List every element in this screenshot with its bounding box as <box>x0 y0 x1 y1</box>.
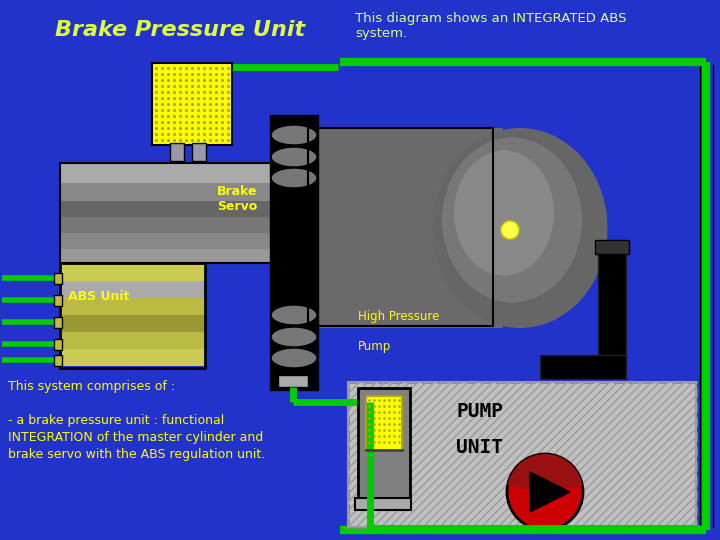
Wedge shape <box>508 454 582 492</box>
Ellipse shape <box>433 128 608 328</box>
Bar <box>54 273 62 284</box>
Bar <box>170 143 184 161</box>
Ellipse shape <box>454 151 554 275</box>
Text: UNIT: UNIT <box>456 438 503 457</box>
Bar <box>60 163 280 263</box>
Text: This system comprises of :

- a brake pressure unit : functional
INTEGRATION of : This system comprises of : - a brake pre… <box>8 380 265 461</box>
Text: ABS Unit: ABS Unit <box>68 290 130 303</box>
Bar <box>60 183 280 201</box>
Text: Brake
Servo: Brake Servo <box>217 185 258 213</box>
Polygon shape <box>530 472 570 512</box>
Bar <box>540 355 626 379</box>
Ellipse shape <box>271 125 317 145</box>
Bar <box>308 128 503 328</box>
Bar <box>60 263 205 281</box>
Circle shape <box>507 454 583 530</box>
Text: This diagram shows an INTEGRATED ABS
system.: This diagram shows an INTEGRATED ABS sys… <box>355 12 626 40</box>
Ellipse shape <box>271 305 317 325</box>
Ellipse shape <box>271 168 317 188</box>
Bar <box>60 201 280 217</box>
Ellipse shape <box>271 327 317 347</box>
Bar <box>598 248 626 368</box>
Bar <box>60 281 205 298</box>
Bar <box>355 498 411 510</box>
Bar <box>192 143 206 161</box>
Bar <box>60 349 205 366</box>
Ellipse shape <box>442 138 582 302</box>
Text: High Pressure

Pump: High Pressure Pump <box>358 310 439 353</box>
Bar <box>54 355 62 366</box>
Bar <box>54 339 62 350</box>
Bar <box>152 63 232 145</box>
Ellipse shape <box>271 147 317 167</box>
Bar <box>60 332 205 349</box>
Text: PUMP: PUMP <box>456 402 503 421</box>
Bar <box>60 163 280 183</box>
Bar <box>60 233 280 249</box>
Bar <box>270 115 318 390</box>
Bar <box>366 396 402 451</box>
Ellipse shape <box>271 348 317 368</box>
Bar <box>308 128 493 326</box>
Bar <box>54 317 62 328</box>
Circle shape <box>501 221 519 239</box>
Bar <box>358 388 410 503</box>
Bar <box>54 295 62 306</box>
Bar <box>278 375 308 387</box>
Bar <box>60 298 205 315</box>
Text: Brake Pressure Unit: Brake Pressure Unit <box>55 20 305 40</box>
Bar <box>60 263 205 368</box>
Bar <box>60 249 280 263</box>
Bar <box>60 217 280 233</box>
Bar <box>348 382 696 527</box>
Bar <box>595 240 629 254</box>
Bar <box>60 315 205 332</box>
Bar <box>348 382 696 527</box>
